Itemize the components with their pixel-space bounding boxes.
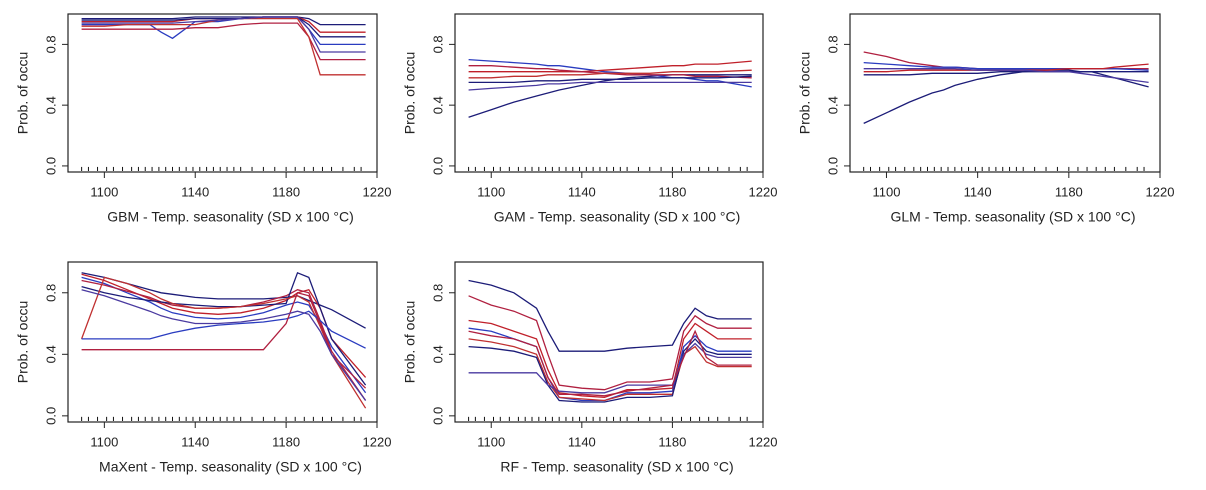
- y-tick-label: 0.8: [43, 35, 58, 53]
- y-tick-label: 0.0: [43, 157, 58, 175]
- series-line: [81, 292, 367, 389]
- y-axis-label: Prob. of occu: [402, 52, 418, 135]
- series-line: [468, 69, 752, 79]
- series-line: [468, 75, 752, 84]
- x-axis-label: RF - Temp. seasonality (SD x 100 °C): [500, 459, 733, 475]
- x-tick-label: 1220: [363, 184, 392, 199]
- series-line: [81, 289, 367, 401]
- y-tick-label: 0.8: [825, 35, 840, 53]
- y-tick-label: 0.4: [43, 96, 58, 114]
- x-axis-label: GBM - Temp. seasonality (SD x 100 °C): [107, 209, 354, 225]
- x-tick-label: 1100: [90, 434, 118, 449]
- panel: 0.0 0.4 0.8 1100 1140 1180 1220 Prob. of occu RF…: [402, 261, 778, 475]
- x-axis-label: GAM - Temp. seasonality (SD x 100 °C): [494, 209, 741, 225]
- y-tick-label: 0.4: [825, 96, 840, 114]
- x-tick-label: 1180: [272, 434, 300, 449]
- y-axis-label: Prob. of occu: [15, 52, 31, 135]
- series-line: [81, 22, 366, 61]
- x-tick-label: 1100: [872, 184, 900, 199]
- x-tick-label: 1140: [964, 184, 992, 199]
- series-line: [863, 68, 1149, 84]
- series-line: [468, 65, 752, 79]
- series-line: [468, 329, 752, 397]
- panel: 0.0 0.4 0.8 1100 1140 1180 1220 Prob. of occu GA…: [402, 13, 778, 225]
- y-tick-label: 0.0: [825, 157, 840, 175]
- series-line: [81, 272, 366, 329]
- series-line: [81, 16, 366, 53]
- series-line: [468, 295, 752, 391]
- x-tick-label: 1140: [181, 184, 209, 199]
- plot-frame: [849, 13, 1161, 173]
- y-tick-label: 0.0: [430, 157, 445, 175]
- series-line: [468, 58, 752, 88]
- y-tick-label: 0.8: [430, 35, 445, 53]
- plot-frame: [67, 261, 378, 423]
- series-line: [863, 71, 1149, 76]
- x-tick-label: 1180: [658, 434, 686, 449]
- panel: 0.0 0.4 0.8 1100 1140 1180 1220 Prob. of occu Ma…: [15, 261, 392, 475]
- x-tick-label: 1180: [1055, 184, 1083, 199]
- series-line: [863, 51, 1149, 70]
- x-tick-label: 1220: [363, 434, 392, 449]
- x-tick-label: 1220: [1146, 184, 1175, 199]
- series-line: [468, 81, 752, 91]
- y-tick-label: 0.0: [43, 407, 58, 425]
- series-line: [468, 342, 752, 394]
- panel: 0.0 0.4 0.8 1100 1140 1180 1220 Prob. of occu GB…: [15, 13, 392, 225]
- y-axis-label: Prob. of occu: [15, 301, 31, 384]
- x-tick-label: 1220: [749, 184, 778, 199]
- x-tick-label: 1100: [90, 184, 118, 199]
- series-line: [863, 69, 1149, 124]
- y-tick-label: 0.0: [430, 407, 445, 425]
- x-tick-label: 1180: [272, 184, 300, 199]
- series-line: [81, 16, 366, 26]
- x-tick-label: 1180: [658, 184, 686, 199]
- y-axis-label: Prob. of occu: [402, 301, 418, 384]
- series-line: [81, 310, 366, 349]
- y-tick-label: 0.4: [430, 345, 445, 363]
- series-line: [468, 338, 752, 402]
- y-tick-label: 0.4: [43, 345, 58, 363]
- series-line: [81, 16, 366, 38]
- series-line: [80, 276, 367, 409]
- x-tick-label: 1140: [181, 434, 209, 449]
- x-tick-label: 1100: [477, 184, 505, 199]
- series-line: [81, 271, 367, 386]
- plot-frame: [454, 261, 764, 423]
- y-tick-label: 0.8: [43, 284, 58, 302]
- panel: 0.0 0.4 0.8 1100 1140 1180 1220 Prob. of occu GL…: [797, 13, 1175, 225]
- x-tick-label: 1100: [477, 434, 505, 449]
- x-tick-label: 1220: [749, 434, 778, 449]
- series-line: [468, 60, 752, 73]
- x-axis-label: GLM - Temp. seasonality (SD x 100 °C): [891, 209, 1136, 225]
- x-tick-label: 1140: [568, 184, 596, 199]
- y-tick-label: 0.8: [430, 284, 445, 302]
- y-axis-label: Prob. of occu: [797, 52, 813, 135]
- x-axis-label: MaXent - Temp. seasonality (SD x 100 °C): [99, 459, 362, 475]
- x-tick-label: 1140: [568, 434, 596, 449]
- plot-frame: [454, 13, 764, 173]
- y-tick-label: 0.4: [430, 96, 445, 114]
- series-line: [468, 279, 752, 352]
- plot-frame: [67, 13, 378, 173]
